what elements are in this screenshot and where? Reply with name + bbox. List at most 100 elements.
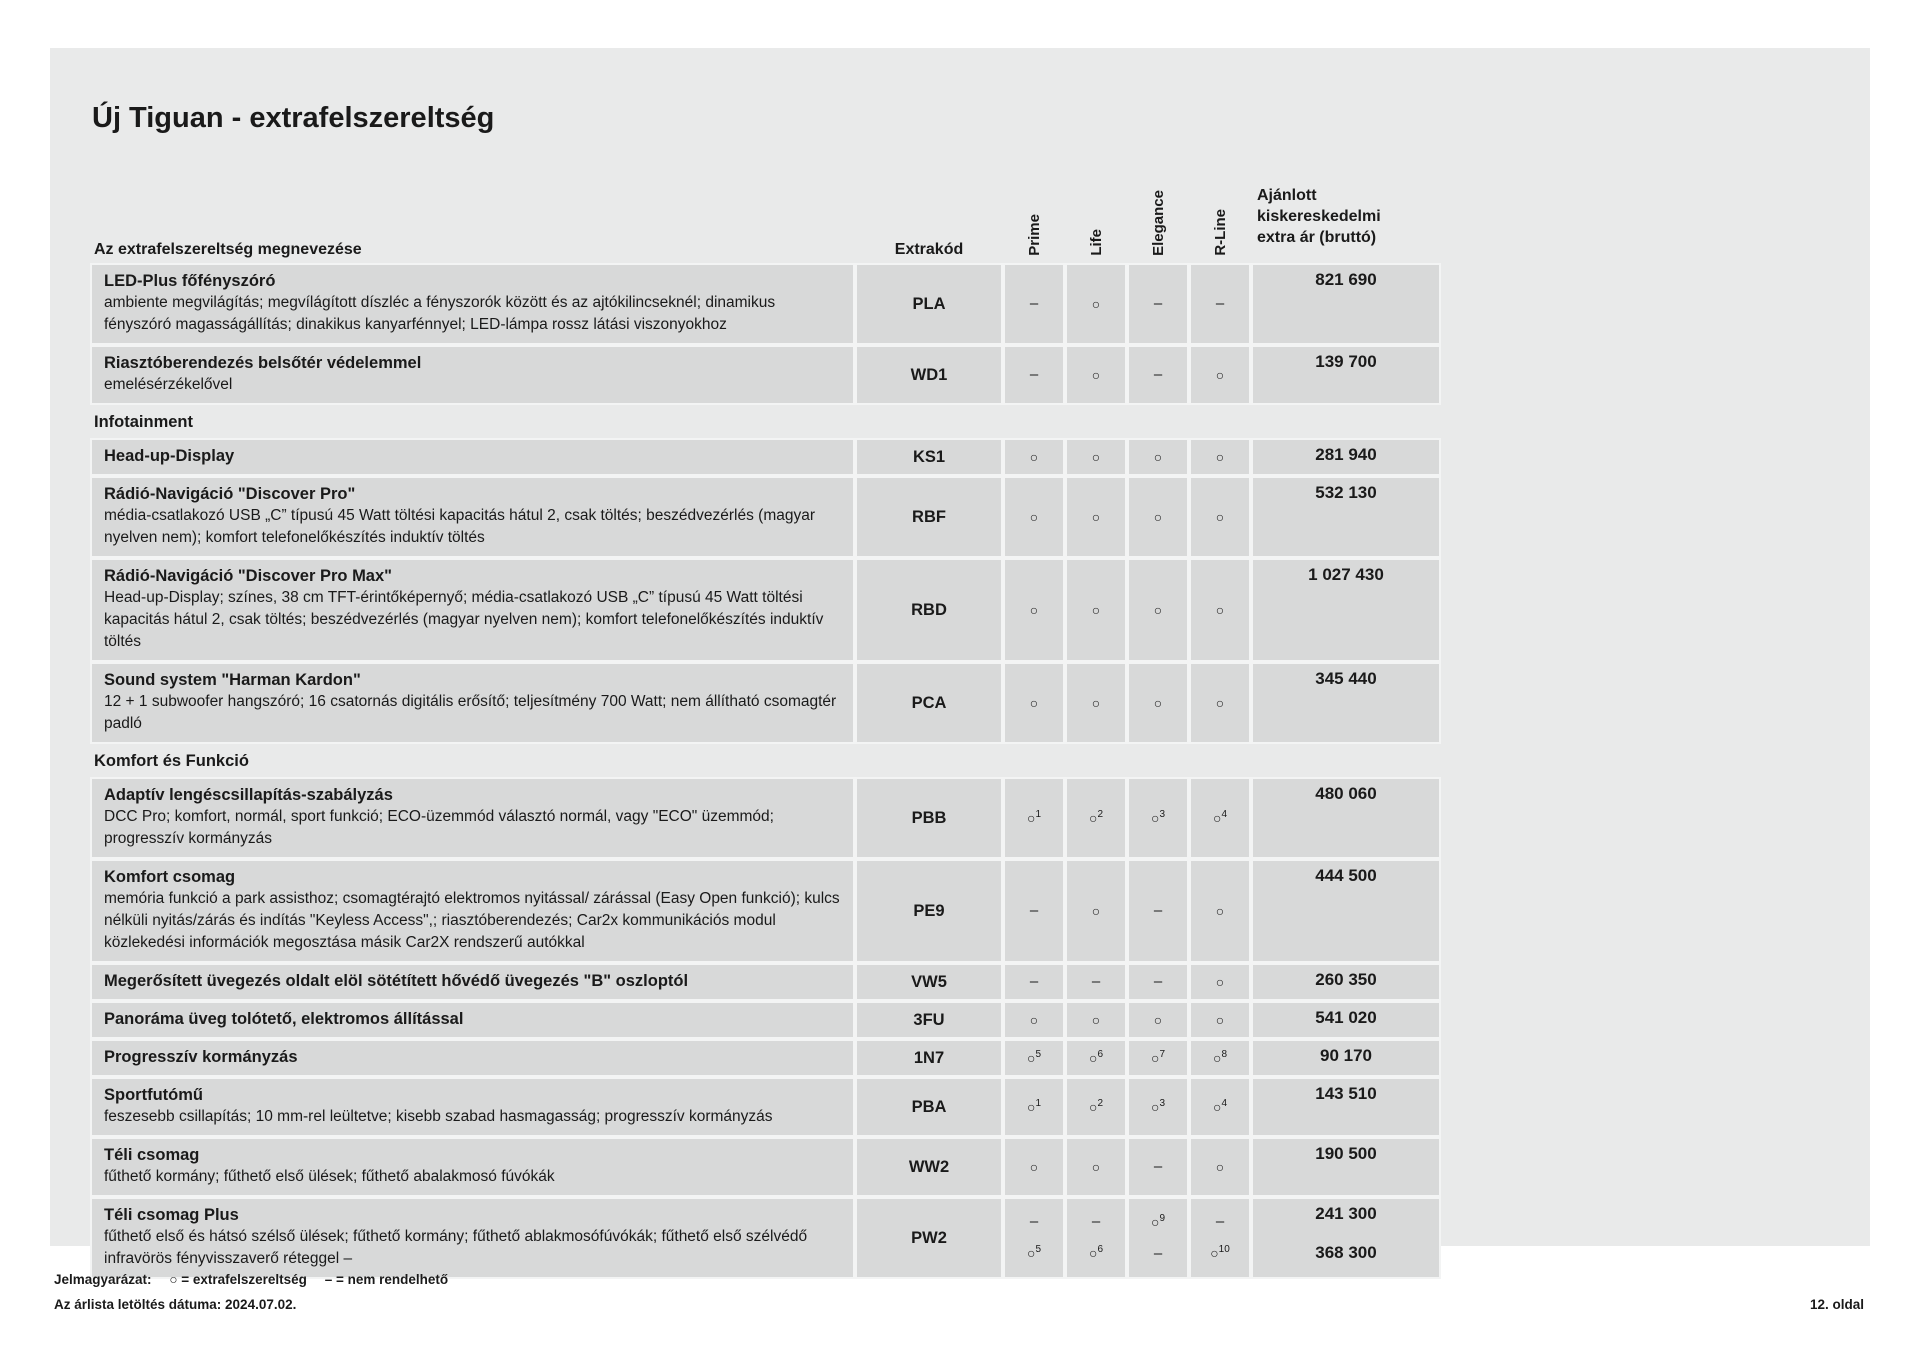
column-header-name: Az extrafelszereltség megnevezése <box>94 241 362 258</box>
option-price: 1 027 430 <box>1251 558 1441 662</box>
option-code: WW2 <box>855 1137 1003 1197</box>
section-header: Infotainment <box>94 413 193 431</box>
availability-mark: ○ <box>1091 295 1101 312</box>
option-price: 260 350 <box>1251 963 1441 1001</box>
availability-elegance: ○ <box>1127 558 1189 662</box>
option-code: PCA <box>855 662 1003 744</box>
option-price: 532 130 <box>1251 476 1441 558</box>
availability-prime: ○ <box>1003 438 1065 476</box>
availability-mark: – <box>1029 366 1039 383</box>
availability-mark: ○ <box>1091 448 1101 465</box>
availability-mark: ○9 <box>1150 1213 1166 1231</box>
option-title: Megerősített üvegezés oldalt elöl sötétí… <box>104 972 689 990</box>
availability-life: ○6 <box>1065 1039 1127 1077</box>
availability-mark: ○10 <box>1210 1243 1230 1261</box>
option-row: Komfort csomag memória funkció a park ass… <box>90 859 1830 963</box>
availability-life: ○ <box>1065 345 1127 405</box>
column-header-life: Life <box>1087 229 1105 256</box>
option-title: Rádió-Navigáció "Discover Pro Max" <box>104 567 392 585</box>
option-title: Riasztóberendezés belsőtér védelemmel <box>104 354 422 372</box>
price-value: 541 020 <box>1315 1008 1377 1027</box>
availability-mark: ○ <box>1091 694 1101 711</box>
option-row: Téli csomag fűthető kormány; fűthető első… <box>90 1137 1830 1197</box>
availability-prime: ○5 <box>1003 1039 1065 1077</box>
option-price: 480 060 <box>1251 777 1441 859</box>
availability-elegance: ○7 <box>1127 1039 1189 1077</box>
availability-mark: ○ <box>1091 601 1101 618</box>
availability-mark: ○3 <box>1150 1097 1166 1115</box>
availability-prime: – <box>1003 859 1065 963</box>
availability-mark: ○ <box>1091 366 1101 383</box>
option-code: KS1 <box>855 438 1003 476</box>
price-value: 281 940 <box>1315 445 1377 464</box>
option-code: WD1 <box>855 345 1003 405</box>
page-number: 12. oldal <box>1809 1297 1864 1312</box>
option-name-cell: Riasztóberendezés belsőtér védelemmel eme… <box>90 345 855 405</box>
option-price: 281 940 <box>1251 438 1441 476</box>
availability-r-line: ○ <box>1189 345 1251 405</box>
availability-elegance: – <box>1127 345 1189 405</box>
option-row: Riasztóberendezés belsőtér védelemmel eme… <box>90 345 1830 405</box>
column-header-price: Ajánlott kiskereskedelmi extra ár (brutt… <box>1257 187 1381 247</box>
option-code: RBD <box>855 558 1003 662</box>
price-value: 532 130 <box>1315 483 1377 502</box>
price-value: 143 510 <box>1315 1084 1377 1103</box>
option-code: 3FU <box>855 1001 1003 1039</box>
option-price: 90 170 <box>1251 1039 1441 1077</box>
availability-mark: ○4 <box>1212 1097 1228 1115</box>
option-row: Sound system "Harman Kardon" 12 + 1 subwo… <box>90 662 1830 744</box>
availability-mark: – <box>1091 973 1101 990</box>
availability-mark: ○ <box>1029 601 1039 618</box>
option-title: Progresszív kormányzás <box>104 1048 298 1066</box>
option-title: Téli csomag Plus <box>104 1206 239 1224</box>
availability-mark: ○ <box>1215 1011 1225 1028</box>
option-row: Sportfutómű feszesebb csillapítás; 10 mm-… <box>90 1077 1830 1137</box>
option-description: memória funkció a park assisthoz; csomag… <box>104 890 840 951</box>
option-row: Adaptív lengéscsillapítás-szabályzás DCC … <box>90 777 1830 859</box>
option-title: Adaptív lengéscsillapítás-szabályzás <box>104 786 393 804</box>
availability-mark: ○ <box>1153 508 1163 525</box>
availability-elegance: ○ <box>1127 438 1189 476</box>
availability-life: ○ <box>1065 662 1127 744</box>
availability-mark: ○2 <box>1088 808 1104 826</box>
availability-elegance: ○9 – <box>1127 1197 1189 1279</box>
availability-mark: ○3 <box>1150 808 1166 826</box>
availability-mark: ○ <box>1215 973 1225 990</box>
option-description: 12 + 1 subwoofer hangszóró; 16 csatornás… <box>104 693 837 732</box>
price-value: 444 500 <box>1315 866 1377 885</box>
availability-elegance: ○3 <box>1127 1077 1189 1137</box>
price-value: 260 350 <box>1315 970 1377 989</box>
availability-mark: – <box>1029 902 1039 919</box>
option-title: Rádió-Navigáció "Discover Pro" <box>104 485 356 503</box>
option-name-cell: Head-up-Display <box>90 438 855 476</box>
option-description: Head-up-Display; színes, 38 cm TFT-érint… <box>104 589 824 650</box>
price-value: 480 060 <box>1315 784 1377 803</box>
availability-mark: – <box>1029 973 1039 990</box>
availability-mark: – <box>1153 1244 1163 1262</box>
availability-mark: ○ <box>1029 448 1039 465</box>
option-name-cell: Sportfutómű feszesebb csillapítás; 10 mm-… <box>90 1077 855 1137</box>
option-name-cell: Megerősített üvegezés oldalt elöl sötétí… <box>90 963 855 1001</box>
price-value: 241 300 <box>1315 1204 1377 1223</box>
availability-mark: ○ <box>1215 694 1225 711</box>
option-title: Panoráma üveg tolótető, elektromos állít… <box>104 1010 464 1028</box>
availability-r-line: ○4 <box>1189 1077 1251 1137</box>
option-code: PW2 <box>855 1197 1003 1279</box>
availability-life: ○ <box>1065 859 1127 963</box>
availability-mark: – <box>1029 295 1039 312</box>
option-price: 541 020 <box>1251 1001 1441 1039</box>
availability-prime: ○1 <box>1003 777 1065 859</box>
availability-mark: ○5 <box>1026 1048 1042 1066</box>
availability-mark: ○1 <box>1026 1097 1042 1115</box>
option-name-cell: Adaptív lengéscsillapítás-szabályzás DCC … <box>90 777 855 859</box>
column-header-elegance: Elegance <box>1149 190 1167 256</box>
page-title: Új Tiguan - extrafelszereltség <box>92 102 495 134</box>
option-name-cell: Rádió-Navigáció "Discover Pro Max" Head-u… <box>90 558 855 662</box>
availability-r-line: ○8 <box>1189 1039 1251 1077</box>
availability-life: ○ <box>1065 1137 1127 1197</box>
legend-label: Jelmagyarázat: <box>54 1272 152 1287</box>
option-code: VW5 <box>855 963 1003 1001</box>
availability-elegance: – <box>1127 263 1189 345</box>
availability-mark: ○ <box>1215 601 1225 618</box>
availability-mark: ○ <box>1153 1011 1163 1028</box>
